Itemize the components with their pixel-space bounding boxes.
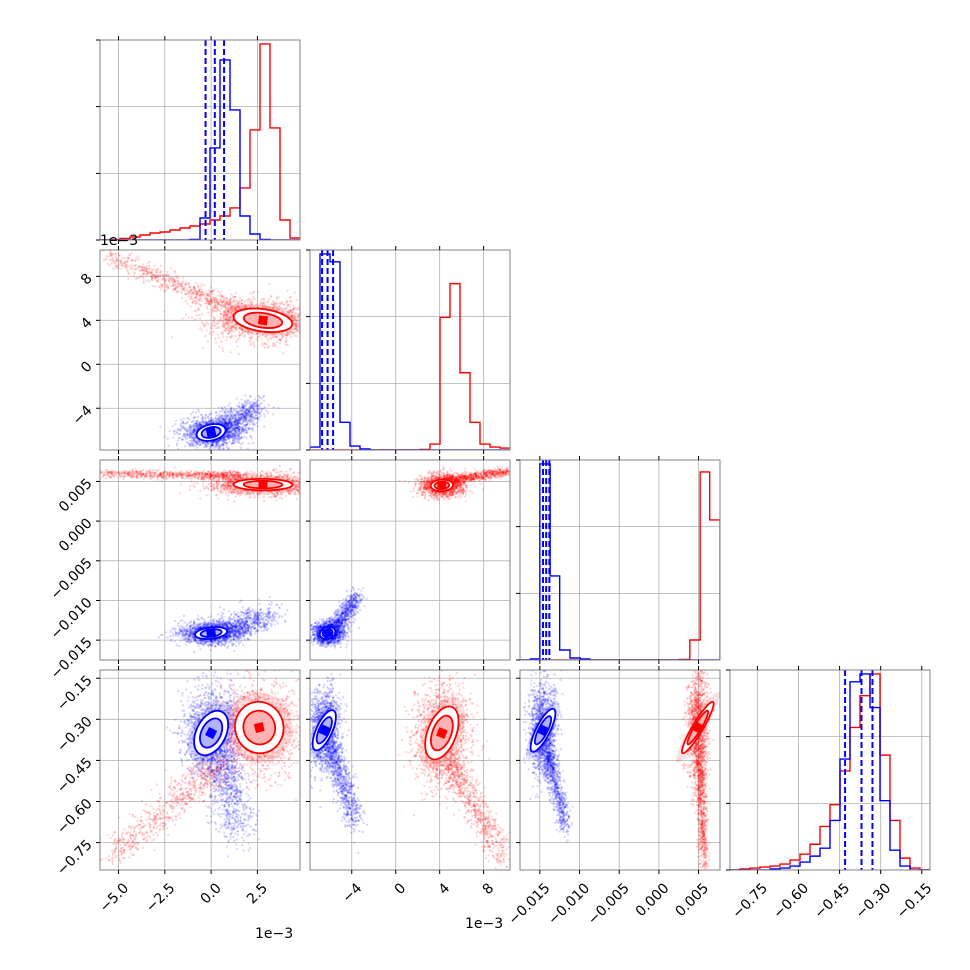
panel-content bbox=[310, 465, 510, 649]
density-peak-b bbox=[257, 315, 269, 326]
scatter-series-b bbox=[397, 670, 510, 870]
panel-content bbox=[310, 670, 510, 870]
density-peak-a bbox=[206, 628, 217, 639]
density-peak-a bbox=[536, 724, 550, 737]
panel-frame bbox=[729, 669, 931, 871]
panel-frame bbox=[309, 669, 511, 871]
density-peak-a bbox=[205, 427, 217, 438]
x-offset-label: 1e−3 bbox=[465, 916, 503, 932]
x-tick-label: 0.000 bbox=[633, 880, 673, 920]
x-tick-label: 4 bbox=[436, 880, 454, 898]
y-tick-label: −0.010 bbox=[48, 595, 96, 643]
panel-frame bbox=[519, 669, 721, 871]
histogram-series-b bbox=[520, 471, 720, 660]
histogram-series-b bbox=[730, 673, 930, 870]
density-peak-b bbox=[258, 480, 268, 490]
panel-frame bbox=[309, 249, 511, 451]
density-peak-b bbox=[437, 480, 447, 491]
density-peak-b bbox=[691, 721, 704, 734]
y-tick-label: 0.005 bbox=[56, 476, 96, 516]
scatter-series-b bbox=[102, 250, 300, 355]
x-tick-label: −5.0 bbox=[97, 880, 132, 915]
y-tick-label: 0 bbox=[78, 359, 96, 377]
panel-content bbox=[310, 250, 510, 450]
x-tick-label: −4 bbox=[339, 880, 365, 906]
scatter-series-a bbox=[157, 596, 289, 654]
x-tick-label: 0.005 bbox=[673, 880, 713, 920]
x-tick-label: −0.45 bbox=[812, 880, 854, 922]
panel-content bbox=[100, 40, 300, 240]
x-tick-label: −0.015 bbox=[506, 880, 554, 928]
density-peak-b bbox=[253, 722, 265, 733]
y-tick-label: −0.45 bbox=[54, 755, 96, 797]
panel-content bbox=[522, 670, 720, 870]
panel-content bbox=[520, 460, 720, 660]
y-tick-label: 0.000 bbox=[56, 515, 96, 555]
histogram-series-a bbox=[730, 673, 930, 870]
panel-frame bbox=[99, 459, 301, 661]
y-tick-label: −4 bbox=[70, 403, 96, 429]
histogram-series-a bbox=[100, 59, 300, 240]
histogram-series-b bbox=[100, 43, 300, 240]
x-tick-label: 2.5 bbox=[244, 880, 271, 907]
panel-frame bbox=[99, 669, 301, 871]
density-peak-a bbox=[318, 724, 331, 737]
histogram-panel-3: −0.75 −0.60 −0.45 −0.30 −0.15 bbox=[726, 666, 935, 922]
histogram-series-b bbox=[310, 282, 510, 450]
panel-content bbox=[730, 670, 930, 870]
panel-frame bbox=[99, 249, 301, 451]
panel-content bbox=[102, 250, 300, 450]
y-tick-label: −0.60 bbox=[54, 796, 96, 838]
x-tick-label: 8 bbox=[480, 880, 498, 898]
scatter-panel-1-0: −4 0 4 8 bbox=[70, 246, 301, 454]
y-offset-label: 1e−3 bbox=[100, 233, 138, 249]
panel-content bbox=[100, 464, 300, 654]
x-tick-label: −0.60 bbox=[770, 880, 812, 922]
x-tick-label: −0.010 bbox=[545, 880, 593, 928]
scatter-series-a bbox=[522, 670, 574, 843]
scatter-series-b bbox=[398, 465, 510, 503]
y-tick-label: −0.015 bbox=[48, 635, 96, 683]
scatter-panel-3-0: −5.0 −2.5 0.0 2.5−0.75−0.60−0.45−0.30−0.15 bbox=[54, 666, 301, 916]
x-tick-label: −0.30 bbox=[853, 880, 895, 922]
scatter-series-a bbox=[310, 586, 368, 649]
y-tick-label: 4 bbox=[78, 315, 96, 333]
density-peak-b bbox=[436, 727, 448, 739]
histogram-series-a bbox=[310, 253, 510, 450]
histogram-panel-1 bbox=[306, 246, 511, 454]
panel-frame bbox=[99, 39, 301, 241]
x-tick-label: 0.0 bbox=[198, 880, 225, 907]
x-offset-label: 1e−3 bbox=[255, 926, 293, 942]
panel-frame bbox=[309, 459, 511, 661]
x-tick-label: 0 bbox=[392, 880, 410, 898]
y-tick-label: 8 bbox=[78, 271, 96, 289]
scatter-panel-3-2: −0.015−0.010−0.005 0.000 0.005 bbox=[506, 666, 721, 928]
panel-frame bbox=[519, 459, 721, 661]
histogram-panel-2 bbox=[516, 456, 721, 664]
x-tick-label: −0.005 bbox=[585, 880, 633, 928]
density-peak-a bbox=[321, 627, 334, 639]
panel-content bbox=[100, 670, 300, 866]
x-tick-label: −2.5 bbox=[143, 880, 178, 915]
y-tick-label: −0.30 bbox=[54, 714, 96, 756]
x-tick-label: −0.15 bbox=[894, 880, 936, 922]
density-peak-a bbox=[205, 726, 218, 740]
scatter-panel-3-1: −4 0 4 8 bbox=[306, 666, 511, 906]
y-tick-label: −0.005 bbox=[48, 555, 96, 603]
scatter-panel-2-1 bbox=[306, 456, 511, 664]
x-tick-label: −0.75 bbox=[729, 880, 771, 922]
y-tick-label: −0.75 bbox=[54, 837, 96, 879]
histogram-panel-0 bbox=[96, 36, 301, 244]
